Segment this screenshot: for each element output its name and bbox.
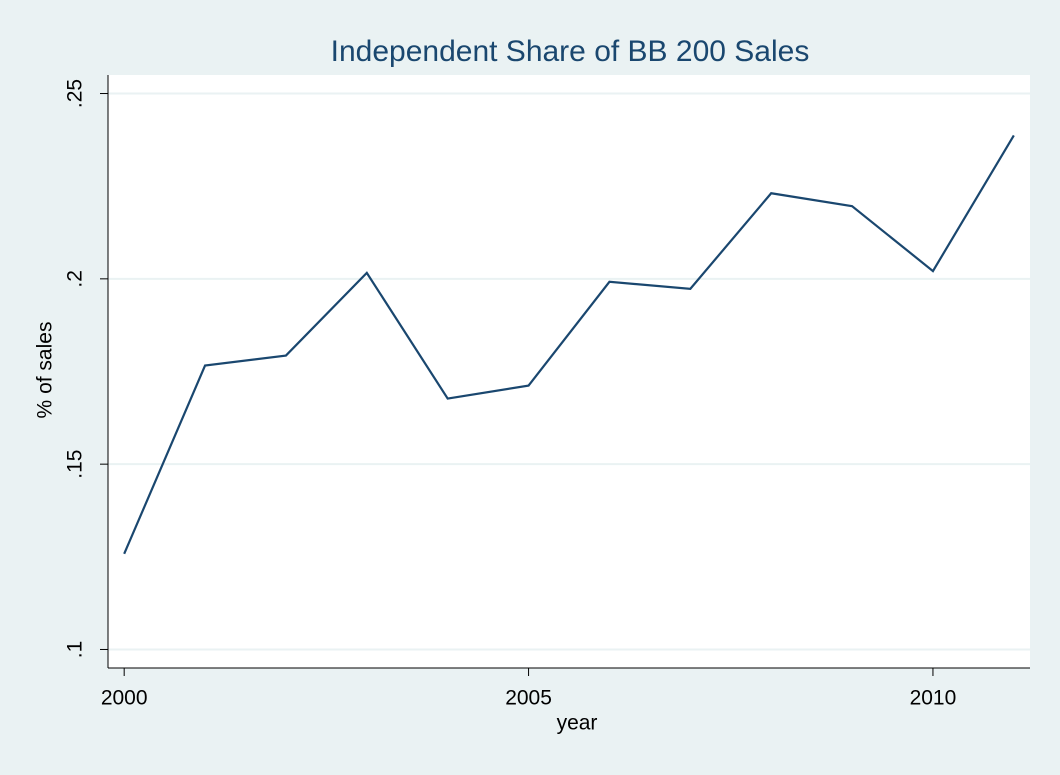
- y-tick-label: .1: [64, 641, 87, 659]
- y-axis-label: % of sales: [34, 322, 57, 419]
- x-tick-label: 2005: [505, 687, 552, 710]
- chart-title: Independent Share of BB 200 Sales: [331, 35, 810, 68]
- data-line: [123, 134, 1015, 555]
- x-tick-label: 2000: [101, 687, 148, 710]
- y-tick-label: .25: [64, 79, 87, 108]
- plot-area: [108, 75, 1030, 668]
- x-tick-label: 2010: [910, 687, 957, 710]
- y-tick-label: .15: [64, 450, 87, 479]
- y-tick-label: .2: [64, 270, 87, 288]
- x-axis-label: year: [557, 712, 598, 735]
